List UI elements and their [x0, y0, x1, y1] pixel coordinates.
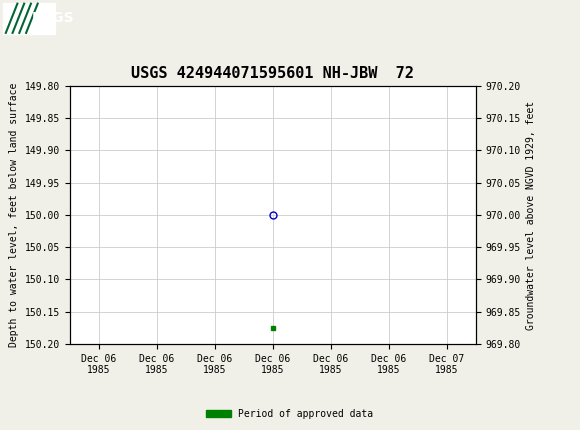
Legend: Period of approved data: Period of approved data [202, 405, 378, 423]
Y-axis label: Depth to water level, feet below land surface: Depth to water level, feet below land su… [9, 83, 19, 347]
Bar [3, 3, 55, 34]
Title: USGS 424944071595601 NH-JBW  72: USGS 424944071595601 NH-JBW 72 [131, 66, 414, 81]
Text: USGS: USGS [32, 11, 74, 25]
Y-axis label: Groundwater level above NGVD 1929, feet: Groundwater level above NGVD 1929, feet [526, 101, 536, 329]
